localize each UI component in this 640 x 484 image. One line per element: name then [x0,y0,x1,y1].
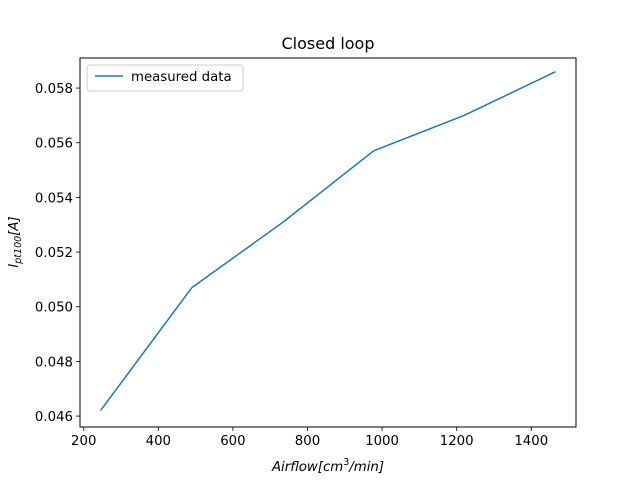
x-tick-label: 200 [71,434,96,449]
y-tick-label: 0.058 [35,82,73,97]
plot-area [80,58,576,427]
y-tick-label: 0.054 [35,191,73,206]
y-tick-label: 0.046 [35,410,73,425]
y-axis-label-subscript: pt100 [13,236,24,265]
x-tick-label: 800 [295,434,320,449]
axes-background [80,58,576,427]
y-tick-label: 0.048 [35,355,73,370]
legend-label: measured data [131,70,232,85]
x-axis-label: Airflow[cm3/min] [271,457,384,475]
legend: measured data [87,65,243,91]
x-axis-label-tail: /min] [348,460,384,475]
x-tick-label: 1000 [365,434,399,449]
y-tick-label: 0.050 [35,301,73,316]
y-tick-label: 0.052 [35,246,73,261]
y-tick-label: 0.056 [35,137,73,152]
x-tick-label: 400 [146,434,171,449]
x-tick-label: 600 [220,434,245,449]
x-axis-label-main: Airflow[cm [271,460,343,475]
y-axis-label-tail: [A] [7,216,22,235]
chart-title: Closed loop [281,34,374,53]
x-tick-label: 1200 [440,434,474,449]
x-tick-label: 1400 [514,434,548,449]
